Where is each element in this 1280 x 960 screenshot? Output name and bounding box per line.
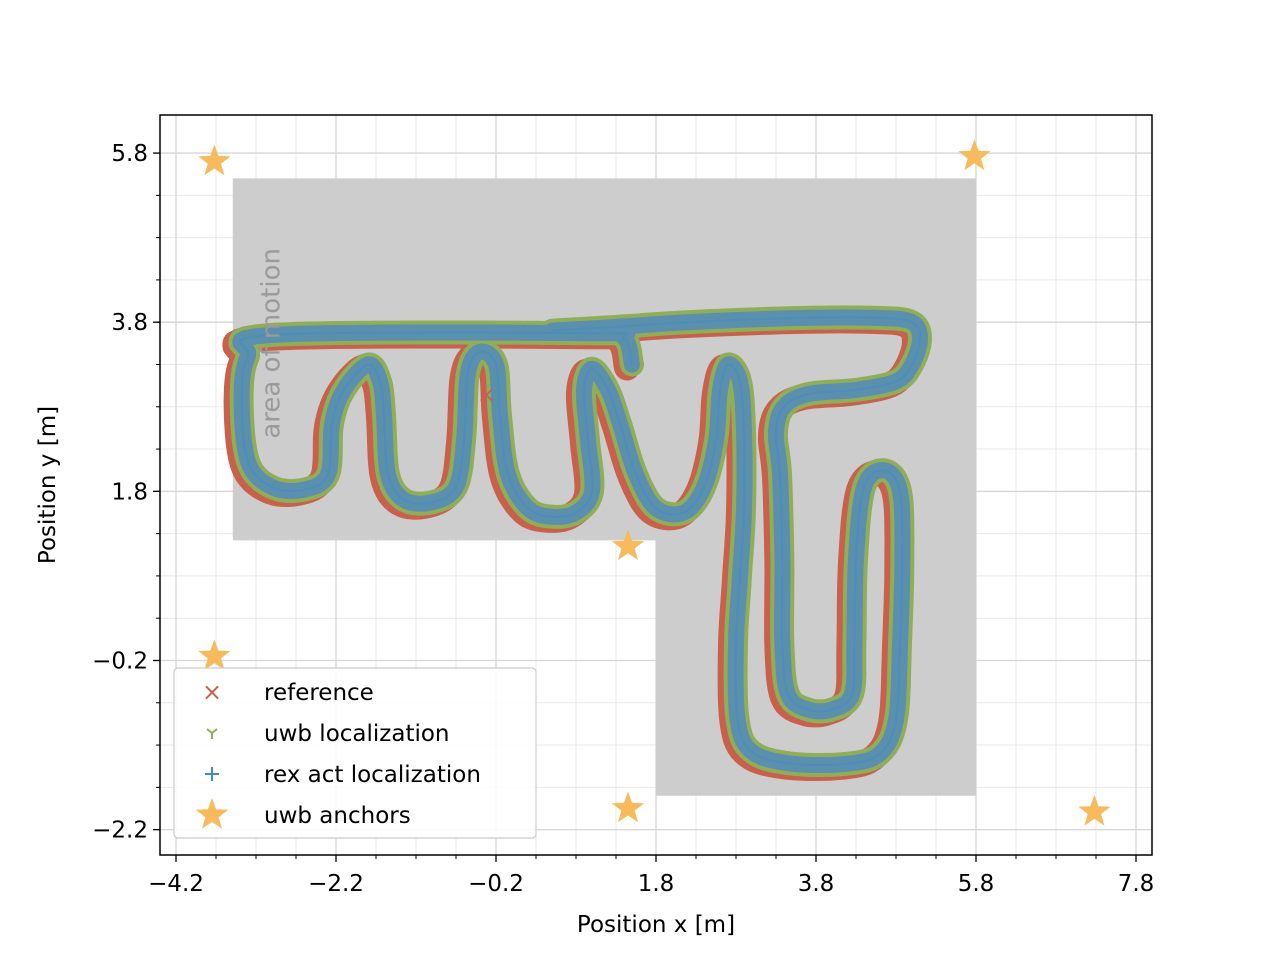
x-tick-label: 3.8 [798, 871, 835, 897]
y-tick-label: 1.8 [111, 479, 148, 505]
y-tick-label: 3.8 [111, 310, 148, 336]
legend-marker-reference: × [202, 678, 222, 706]
x-axis-label: Position x [m] [577, 912, 735, 938]
legend-label-rex-act-localization: rex act localization [264, 762, 481, 788]
y-tick-label: 5.8 [111, 141, 148, 167]
uwb-anchor-star [958, 139, 991, 171]
uwb-anchor-star [611, 529, 645, 561]
uwb-anchors [198, 139, 1111, 826]
x-tick-label: −0.2 [468, 871, 524, 897]
legend-label-reference: reference [264, 680, 374, 706]
uwb-anchor-star [1078, 794, 1111, 826]
legend-marker-uwb-arm-right [211, 728, 218, 734]
x-tick-label: 5.8 [958, 871, 995, 897]
legend-marker-uwb-arm-left [206, 728, 213, 734]
uwb-anchor-star [611, 791, 645, 823]
x-ticks: −4.2 −2.2 −0.2 1.8 3.8 5.8 7.8 [148, 855, 1154, 897]
legend-marker-rex-act-localization [205, 767, 219, 781]
x-tick-label: −4.2 [148, 871, 204, 897]
reference-marker: × [477, 383, 495, 408]
x-tick-label: −2.2 [308, 871, 364, 897]
legend-label-uwb-localization: uwb localization [264, 721, 450, 747]
legend-label-uwb-anchors: uwb anchors [264, 803, 411, 829]
legend-frame [173, 667, 537, 839]
legend-marker-uwb-anchors [195, 798, 229, 829]
uwb-anchor-star [198, 639, 231, 670]
uwb-anchor-star [198, 144, 231, 176]
legend-marker-uwb-localization [206, 728, 218, 739]
legend: × reference uwb localization rex act loc… [173, 667, 537, 839]
x-tick-label: 7.8 [1118, 871, 1155, 897]
rex-act-localization-centerline [239, 316, 921, 766]
trajectories: × [222, 305, 932, 781]
y-axis-label: Position y [m] [35, 406, 61, 564]
y-tick-label: −2.2 [92, 818, 148, 844]
y-tick-label: −0.2 [92, 648, 148, 674]
y-ticks: −2.2 −0.2 1.8 3.8 5.8 [92, 141, 160, 844]
x-tick-label: 1.8 [638, 871, 675, 897]
area-of-motion-label: area of motion [257, 248, 287, 439]
